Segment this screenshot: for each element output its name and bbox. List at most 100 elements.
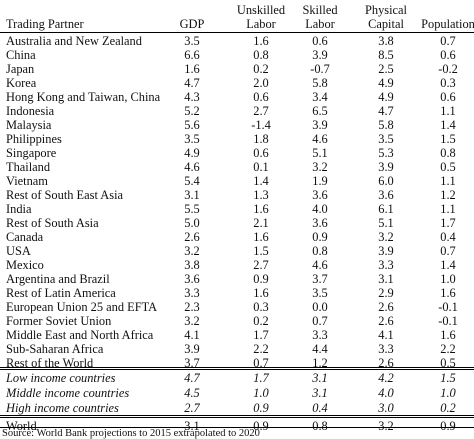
cell-physical: 2.6 (378, 356, 394, 370)
cell-skilled: 6.5 (312, 104, 328, 118)
cell-unskilled: 1.6 (253, 230, 269, 244)
cell-unskilled: 0.9 (253, 401, 269, 415)
table-row: Former Soviet Union 3.2 0.2 0.7 2.6 -0.1 (0, 313, 474, 329)
cell-skilled: 1.9 (312, 174, 328, 188)
cell-gdp: 1.6 (184, 62, 200, 76)
cell-gdp: 3.8 (184, 258, 200, 272)
cell-physical: 3.9 (378, 244, 394, 258)
cell-gdp: 3.3 (184, 286, 200, 300)
table-row: Singapore 4.9 0.6 5.1 5.3 0.8 (0, 145, 474, 161)
cell-gdp: 2.7 (184, 401, 200, 415)
table-row: Sub-Saharan Africa 3.9 2.2 4.4 3.3 2.2 (0, 341, 474, 357)
row-name: Vietnam (6, 174, 48, 188)
divider-bottom-income (0, 369, 474, 370)
cell-unskilled: 1.8 (253, 132, 269, 146)
divider-top-income (0, 367, 474, 368)
cell-gdp: 4.7 (184, 76, 200, 90)
cell-gdp: 5.4 (184, 174, 200, 188)
cell-unskilled: 2.1 (253, 216, 269, 230)
cell-population: 1.1 (440, 174, 456, 188)
cell-gdp: 4.6 (184, 160, 200, 174)
cell-skilled: 3.1 (312, 371, 328, 385)
cell-physical: 3.2 (378, 230, 394, 244)
cell-unskilled: 0.2 (253, 314, 269, 328)
header-unskilled-line2: Labor (246, 17, 276, 31)
cell-unskilled: 0.1 (253, 160, 269, 174)
cell-unskilled: 0.3 (253, 300, 269, 314)
cell-population: 0.5 (440, 356, 456, 370)
table-row: Rest of the World 3.7 0.7 1.2 2.6 0.5 (0, 355, 474, 371)
cell-skilled: 0.9 (312, 230, 328, 244)
cell-skilled: 4.6 (312, 132, 328, 146)
cell-skilled: 5.1 (312, 146, 328, 160)
divider-top-world (0, 415, 474, 416)
cell-gdp: 5.0 (184, 216, 200, 230)
header-physical-capital: Physical Capital (355, 3, 417, 31)
cell-population: 0.4 (440, 230, 456, 244)
table-row: Thailand 4.6 0.1 3.2 3.9 0.5 (0, 159, 474, 175)
cell-unskilled: 2.7 (253, 104, 269, 118)
cell-gdp: 6.6 (184, 48, 200, 62)
cell-gdp: 3.9 (184, 342, 200, 356)
cell-gdp: 5.2 (184, 104, 200, 118)
table-bottom-rule (0, 427, 474, 428)
header-physical-line2: Capital (368, 17, 404, 31)
cell-unskilled: 1.4 (253, 174, 269, 188)
cell-gdp: 3.7 (184, 356, 200, 370)
cell-skilled: 5.8 (312, 76, 328, 90)
cell-gdp: 3.2 (184, 244, 200, 258)
cell-skilled: 3.2 (312, 160, 328, 174)
cell-population: 0.3 (440, 76, 456, 90)
cell-population: -0.1 (438, 314, 458, 328)
cell-population: 1.6 (440, 328, 456, 342)
income-group-row: Middle income countries 4.5 1.0 3.1 4.0 1.0 (0, 385, 474, 401)
cell-skilled: 3.4 (312, 90, 328, 104)
row-name: Rest of South Asia (6, 216, 99, 230)
row-name: Philippines (6, 132, 62, 146)
row-name: Mexico (6, 258, 44, 272)
cell-population: 1.1 (440, 202, 456, 216)
cell-skilled: 0.6 (312, 34, 328, 48)
table-row: European Union 25 and EFTA 2.3 0.3 0.0 2.6 -0… (0, 299, 474, 315)
table-row: China 6.6 0.8 3.9 8.5 0.6 (0, 47, 474, 63)
cell-unskilled: 1.7 (253, 328, 269, 342)
cell-physical: 3.9 (378, 160, 394, 174)
row-name: Former Soviet Union (6, 314, 112, 328)
row-name: High income countries (6, 401, 119, 415)
cell-population: 0.7 (440, 34, 456, 48)
cell-population: 1.5 (440, 132, 456, 146)
header-unskilled-line1: Unskilled (236, 3, 286, 17)
cell-physical: 2.5 (378, 62, 394, 76)
cell-physical: 8.5 (378, 48, 394, 62)
cell-skilled: 3.7 (312, 272, 328, 286)
header-unskilled-labor: Unskilled Labor (226, 3, 296, 31)
income-group-row: High income countries 2.7 0.9 0.4 3.0 0.2 (0, 400, 474, 416)
cell-physical: 3.5 (378, 132, 394, 146)
row-name: Singapore (6, 146, 57, 160)
table-row: Middle East and North Africa 4.1 1.7 3.3 4.1… (0, 327, 474, 343)
row-name: Low income countries (6, 371, 116, 385)
cell-gdp: 4.5 (184, 386, 200, 400)
cell-skilled: 3.1 (312, 386, 328, 400)
cell-unskilled: 0.6 (253, 90, 269, 104)
row-name: Middle East and North Africa (6, 328, 154, 342)
cell-physical: 3.0 (378, 401, 394, 415)
table-row: USA 3.2 1.5 0.8 3.9 0.7 (0, 243, 474, 259)
cell-gdp: 5.6 (184, 118, 200, 132)
cell-population: 0.8 (440, 146, 456, 160)
cell-population: 0.6 (440, 90, 456, 104)
cell-population: 1.7 (440, 216, 456, 230)
row-name: World (6, 419, 37, 433)
cell-physical: 2.9 (378, 286, 394, 300)
table-row: India 5.5 1.6 4.0 6.1 1.1 (0, 201, 474, 217)
cell-population: -0.1 (438, 300, 458, 314)
cell-skilled: 4.6 (312, 258, 328, 272)
source-note: Source: World Bank projections to 2015 e… (2, 428, 260, 439)
table-row: Hong Kong and Taiwan, China 4.3 0.6 3.4 4.9 0… (0, 89, 474, 105)
row-name: China (6, 48, 36, 62)
cell-population: 2.2 (440, 342, 456, 356)
income-group-row: Low income countries 4.7 1.7 3.1 4.2 1.5 (0, 370, 474, 386)
cell-skilled: 4.0 (312, 202, 328, 216)
table-row: Australia and New Zealand 3.5 1.6 0.6 3.8 0.7 (0, 33, 474, 49)
